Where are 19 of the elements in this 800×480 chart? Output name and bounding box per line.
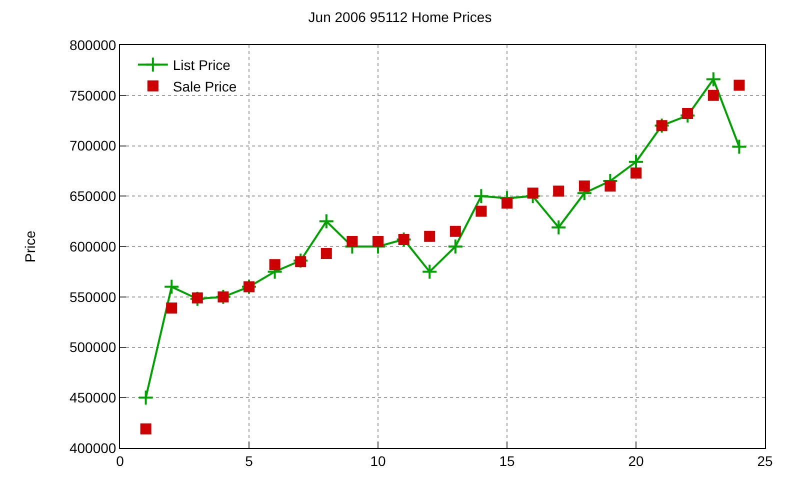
legend-label: List Price <box>172 57 231 74</box>
x-tick-label: 5 <box>245 452 254 469</box>
x-tick-label: 25 <box>757 452 773 469</box>
y-tick-label: 700000 <box>69 138 116 154</box>
x-tick-label: 10 <box>370 452 386 469</box>
y-tick-label: 600000 <box>69 238 116 254</box>
y-tick-label: 450000 <box>69 390 116 406</box>
legend-label: Sale Price <box>172 78 237 94</box>
y-tick-label: 500000 <box>69 339 116 356</box>
y-axis-title: Price <box>22 230 38 262</box>
x-tick-label: 20 <box>628 452 644 469</box>
x-tick-label: 0 <box>116 452 124 469</box>
chart-title: Jun 2006 95112 Home Prices <box>308 8 492 25</box>
x-tick-label: 15 <box>499 452 515 469</box>
y-tick-label: 650000 <box>69 188 116 204</box>
y-tick-label: 400000 <box>69 440 116 456</box>
y-tick-label: 550000 <box>69 288 116 305</box>
y-tick-label: 800000 <box>69 36 116 53</box>
y-tick-label: 750000 <box>69 87 116 104</box>
